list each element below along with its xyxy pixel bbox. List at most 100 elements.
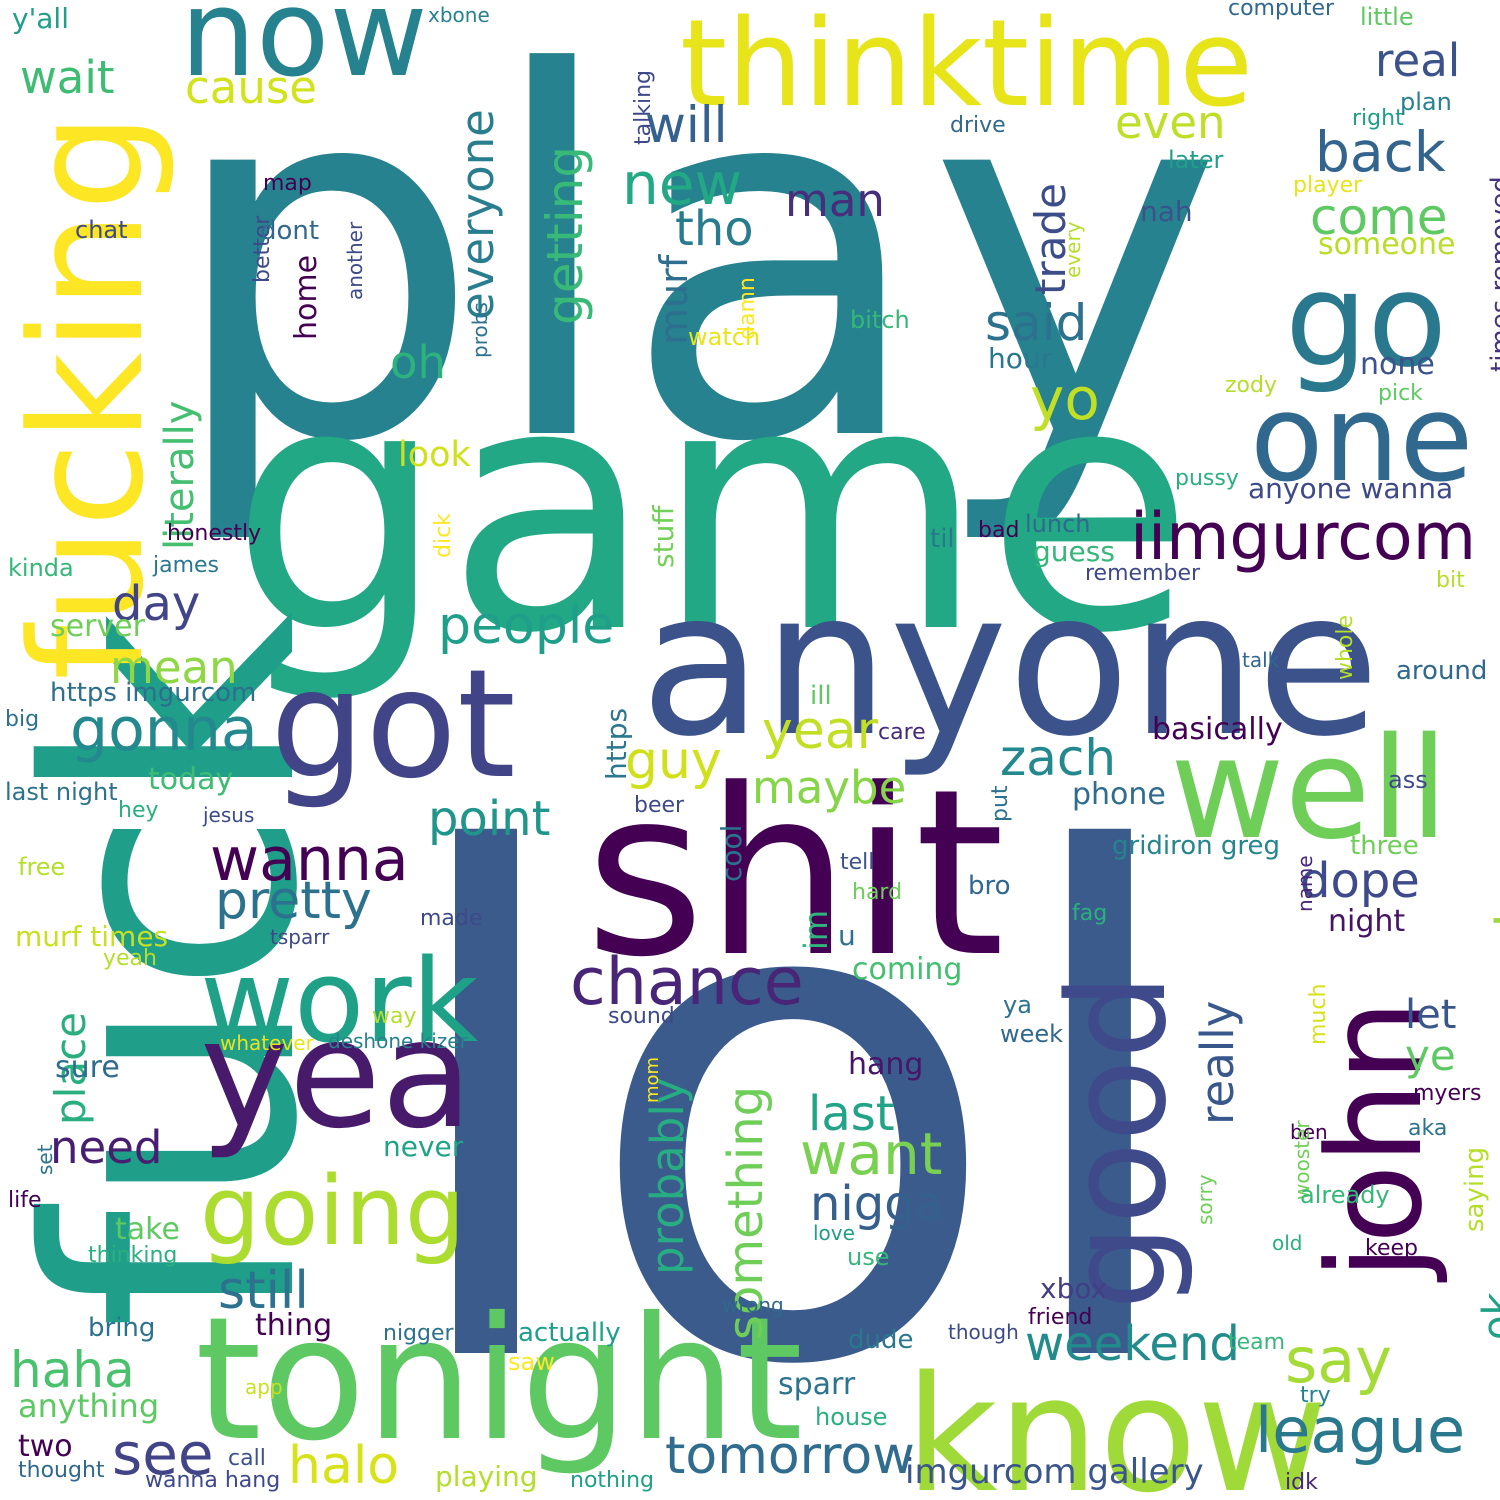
- word-ben: ben: [1290, 1120, 1328, 1144]
- word-right: right: [1352, 106, 1404, 131]
- word-iimgurcom: iimgurcom: [1130, 500, 1477, 575]
- word-talk: talk: [1242, 648, 1280, 672]
- word-ill: ill: [810, 681, 832, 711]
- word-make: make: [1486, 867, 1500, 1010]
- word-wrong: wrong: [722, 1293, 784, 1317]
- word-honestly: honestly: [167, 521, 262, 546]
- word-new: new: [622, 150, 742, 218]
- word-xbone: xbone: [428, 3, 490, 27]
- word-tell: tell: [840, 850, 875, 875]
- word-cool: cool: [715, 824, 748, 882]
- word-chance: chance: [570, 945, 804, 1020]
- word-actually: actually: [518, 1318, 621, 1348]
- word-hey: hey: [118, 798, 159, 823]
- word-night: night: [1328, 904, 1406, 939]
- word-today: today: [148, 762, 234, 797]
- word-later: later: [1168, 146, 1224, 174]
- word-tomorrow: tomorrow: [665, 1426, 915, 1486]
- word-around: around: [1396, 656, 1488, 686]
- word-still: still: [218, 1261, 309, 1321]
- word-anyone: anyone: [640, 548, 1380, 781]
- word-y-all: y'all: [12, 2, 69, 35]
- word-week: week: [1000, 1020, 1064, 1048]
- word-til: til: [930, 524, 955, 554]
- word-guy: guy: [625, 731, 722, 791]
- word-man: man: [785, 174, 885, 227]
- word-watch: watch: [688, 323, 761, 351]
- word-made: made: [420, 906, 483, 931]
- word-fag: fag: [1072, 901, 1108, 926]
- word-see: see: [112, 1420, 214, 1488]
- word-set: set: [33, 1144, 57, 1175]
- word-deshone-kizer: deshone kizer: [328, 1029, 468, 1053]
- word-mom: mom: [642, 1056, 663, 1103]
- word-yeah: yeah: [103, 946, 157, 971]
- word-lol: lol: [390, 713, 1196, 1500]
- word-sorry: sorry: [1193, 1174, 1217, 1225]
- word-beer: beer: [634, 793, 685, 818]
- word-go: go: [1285, 244, 1448, 396]
- word-dick: dick: [431, 513, 456, 558]
- word-work: work: [200, 935, 479, 1069]
- word-chat: chat: [75, 216, 128, 244]
- word-real: real: [1375, 34, 1461, 87]
- word-old: old: [1272, 1231, 1303, 1255]
- word-anything: anything: [18, 1387, 160, 1425]
- word-point: point: [428, 791, 551, 847]
- word-hard: hard: [852, 880, 903, 905]
- word-tsparr: tsparr: [270, 925, 330, 949]
- word-good: good: [1039, 973, 1196, 1310]
- word-murf-times: murf times: [15, 920, 169, 953]
- word-sparr: sparr: [778, 1367, 856, 1402]
- word-look: look: [398, 435, 471, 475]
- word-lunch: lunch: [1025, 510, 1091, 538]
- word-yo: yo: [1030, 365, 1100, 433]
- word-way: way: [372, 1004, 417, 1029]
- word-hour: hour: [988, 342, 1053, 375]
- word-xbox: xbox: [1040, 1272, 1108, 1305]
- word-thinktime: thinktime: [680, 0, 1254, 134]
- word-zody: zody: [1225, 373, 1277, 398]
- word-saw: saw: [508, 1348, 555, 1376]
- word-probably: probably: [641, 1077, 694, 1275]
- word-another: another: [343, 221, 367, 300]
- word-league: league: [1255, 1394, 1466, 1467]
- word-ya: ya: [1003, 991, 1032, 1019]
- word-remember: remember: [1085, 561, 1201, 586]
- word-tonight: tonight: [195, 1281, 803, 1479]
- word-know: know: [905, 1341, 1328, 1500]
- word-free: free: [18, 853, 66, 881]
- word-already: already: [1300, 1181, 1390, 1209]
- word-keep: keep: [1365, 1236, 1418, 1261]
- word-haha: haha: [10, 1341, 135, 1399]
- word-app: app: [245, 1375, 283, 1399]
- word-thinking: thinking: [88, 1243, 178, 1268]
- word-u: u: [838, 919, 856, 952]
- word-bitch: bitch: [850, 306, 910, 334]
- word-much: much: [1306, 983, 1331, 1045]
- word-though: though: [948, 1320, 1019, 1344]
- word-ass: ass: [1388, 766, 1428, 794]
- word-team: team: [1228, 1330, 1286, 1355]
- word-drive: drive: [950, 113, 1006, 138]
- word-try: try: [1300, 1383, 1331, 1408]
- word-talking: talking: [631, 70, 656, 145]
- word-wait: wait: [20, 51, 115, 104]
- word-im: im: [797, 909, 835, 950]
- word-yea: yea: [200, 988, 473, 1162]
- word-https-imgurcom: https imgurcom: [50, 678, 257, 708]
- word-little: little: [1360, 3, 1414, 31]
- word-saying: saying: [1460, 1146, 1490, 1232]
- word-bring: bring: [88, 1313, 156, 1343]
- word-someone: someone: [1318, 227, 1456, 262]
- word-day: day: [112, 576, 201, 632]
- word-well: well: [1170, 708, 1449, 871]
- word-jesus: jesus: [203, 803, 255, 827]
- word-play: play: [165, 0, 1224, 551]
- word-anyone-wanna: anyone wanna: [1248, 472, 1454, 505]
- word-every: every: [1061, 221, 1085, 278]
- word-back: back: [1315, 120, 1446, 184]
- word-kinda: kinda: [8, 554, 74, 582]
- word-dope: dope: [1300, 853, 1420, 909]
- word-really: really: [1191, 1000, 1244, 1125]
